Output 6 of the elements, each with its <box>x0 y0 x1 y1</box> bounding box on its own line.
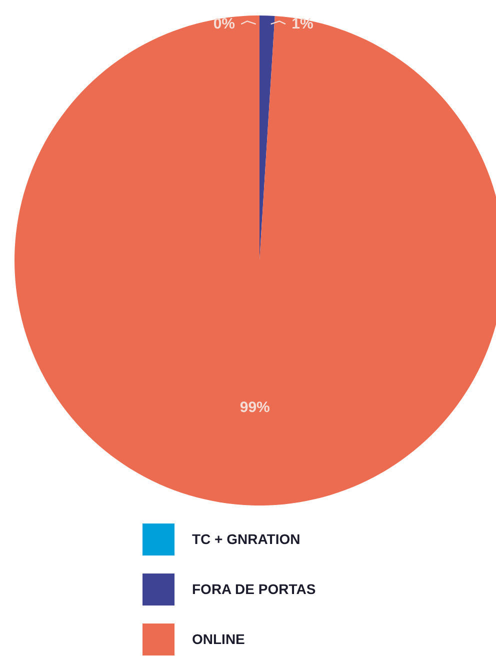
legend-label: FORA DE PORTAS <box>192 581 316 597</box>
legend-label: TC + GNRATION <box>192 531 300 547</box>
data-label: 1% <box>292 16 314 33</box>
data-label: 99% <box>240 398 270 416</box>
text: 0% <box>213 16 236 33</box>
legend-label: ONLINE <box>192 631 245 647</box>
